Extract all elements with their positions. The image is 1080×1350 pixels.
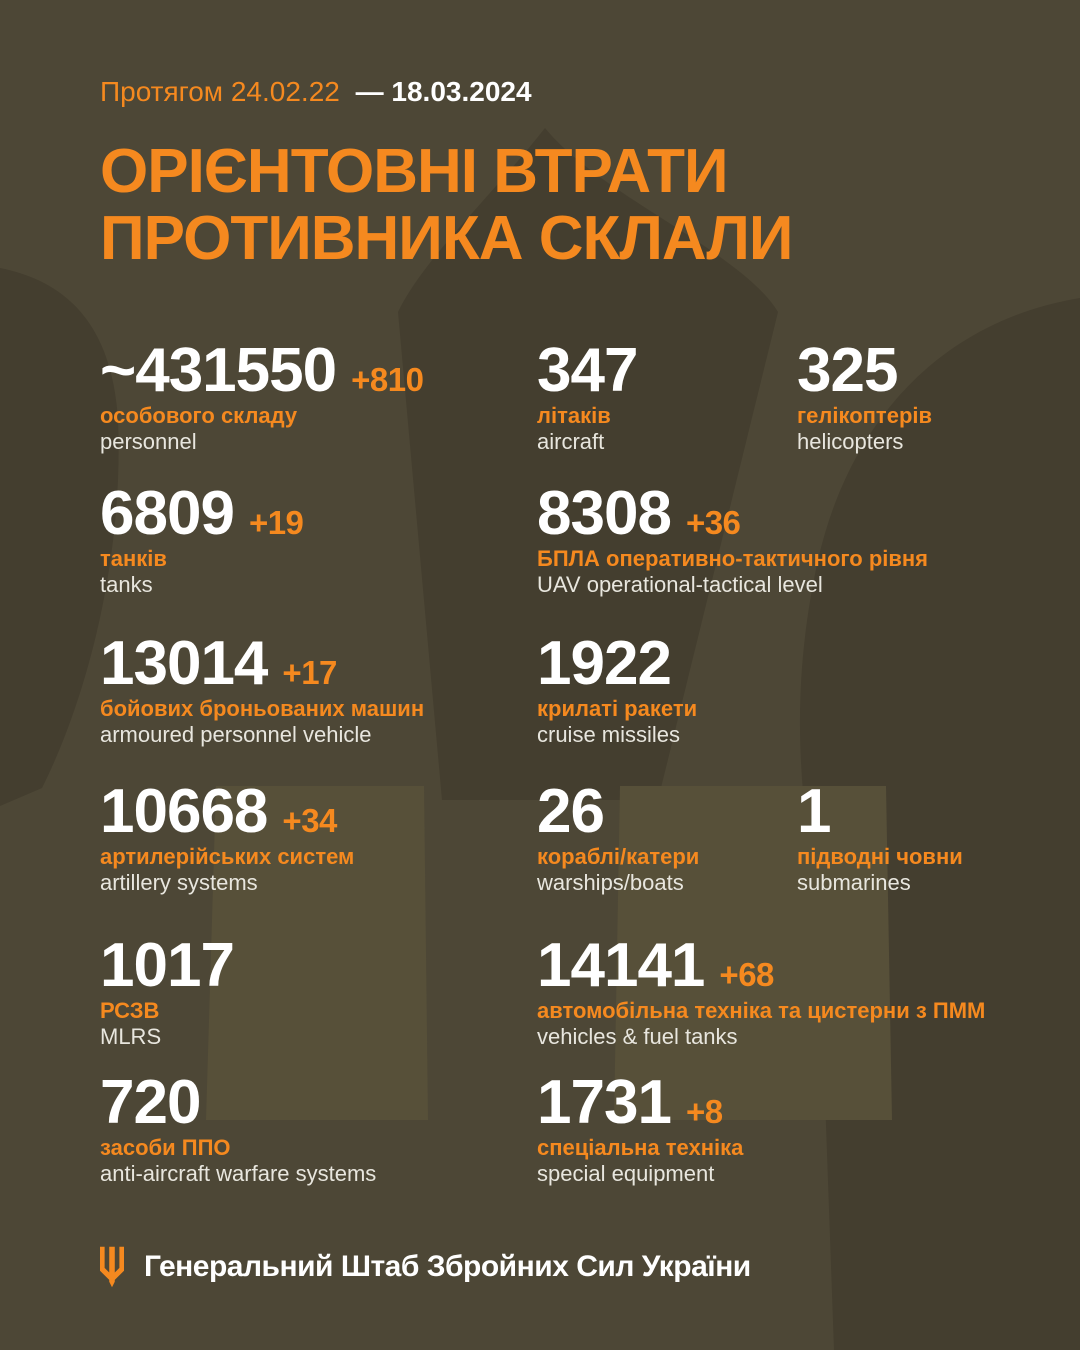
stat-daily-change: +810: [351, 361, 424, 398]
stat-value: 26: [537, 777, 605, 846]
stat-daily-change: +8: [685, 1093, 723, 1130]
stat-label-uk: гелікоптерів: [797, 403, 933, 428]
stat-value: 10668: [100, 777, 268, 846]
stat-number-row: 325: [797, 340, 932, 402]
stat-label-uk: танків: [100, 546, 167, 571]
stat-number-row: ~431550 +810: [100, 336, 424, 405]
stat-label-en: aircraft: [537, 429, 605, 454]
stat-value: 8308: [537, 479, 672, 548]
stat-daily-change: +36: [685, 504, 741, 541]
stat-label-en: vehicles & fuel tanks: [537, 1024, 738, 1049]
stat-value: 1: [797, 777, 831, 846]
stat-label-en: anti-aircraft warfare systems: [100, 1161, 377, 1186]
stat-value: 14141: [537, 931, 705, 1000]
stat-value: 325: [797, 336, 898, 405]
stat-label-en: UAV operational-tactical level: [537, 572, 823, 597]
stat-label-en: special equipment: [537, 1161, 715, 1186]
stat-label-uk: кораблі/катери: [537, 844, 700, 869]
stat-daily-change: +17: [282, 654, 337, 691]
stat-number-row: 26: [537, 781, 699, 843]
stat-value: 1731: [537, 1068, 672, 1137]
stat-number-row: 1922: [537, 633, 697, 695]
stat-item: 26 кораблі/катери warships/boats: [537, 781, 700, 896]
stat-label-en: cruise missiles: [537, 722, 681, 747]
stat-value: 347: [537, 336, 638, 405]
stat-daily-change: +19: [248, 504, 304, 541]
stat-label-uk: артилерійських систем: [100, 844, 355, 869]
stat-label-uk: особового складу: [100, 403, 298, 428]
stat-item: 325 гелікоптерів helicopters: [797, 340, 933, 455]
stat-label-en: personnel: [100, 429, 197, 454]
stat-number-row: 14141 +68: [537, 935, 985, 997]
stat-label-en: warships/boats: [537, 870, 684, 895]
stat-item: 13014 +17 бойових броньованих машин armoure…: [100, 633, 425, 748]
page-title: ОРІЄНТОВНІ ВТРАТИ ПРОТИВНИКА СКЛАЛИ: [100, 137, 793, 273]
trident-icon: [100, 1246, 124, 1288]
footer: Генеральний Штаб Збройних Сил України: [100, 1246, 751, 1288]
stat-label-uk: автомобільна техніка та цистерни з ПММ: [537, 998, 986, 1023]
stat-label-en: armoured personnel vehicle: [100, 722, 372, 747]
stat-value: ~431550: [100, 336, 337, 405]
stat-number-row: 10668 +34: [100, 781, 354, 843]
stat-label-uk: засоби ППО: [100, 1135, 231, 1160]
footer-org-name: Генеральний Штаб Збройних Сил України: [144, 1250, 751, 1283]
stat-label-uk: бойових броньованих машин: [100, 696, 425, 721]
stat-daily-change: +34: [282, 802, 337, 839]
stat-value: 13014: [100, 629, 268, 698]
stat-label-uk: РСЗВ: [100, 998, 160, 1023]
page-title-line1: ОРІЄНТОВНІ ВТРАТИ: [100, 137, 729, 206]
stat-label-en: submarines: [797, 870, 911, 895]
stat-number-row: 13014 +17: [100, 633, 424, 695]
stat-item: 8308 +36 БПЛА оперативно-тактичного рівня U…: [537, 483, 929, 598]
page-title-line2: ПРОТИВНИКА СКЛАЛИ: [100, 204, 793, 273]
stat-number-row: 1731 +8: [537, 1072, 743, 1134]
stat-label-uk: БПЛА оперативно-тактичного рівня: [537, 546, 929, 571]
stat-item: 720 засоби ППО anti-aircraft warfare syste…: [100, 1072, 377, 1187]
stat-item: 347 літаків aircraft: [537, 336, 638, 455]
stat-number-row: 1: [797, 781, 963, 843]
stat-daily-change: +68: [719, 956, 774, 993]
stat-number-row: 8308 +36: [537, 483, 928, 545]
stat-item: 14141 +68 автомобільна техніка та цистерни…: [537, 935, 986, 1050]
report-period-date: — 18.03.2024: [355, 76, 532, 107]
stat-item: 1922 крилаті ракети cruise missiles: [537, 633, 698, 748]
stat-number-row: 347: [537, 336, 638, 405]
stat-item: 1017 РСЗВ MLRS: [100, 931, 235, 1050]
stat-item: 10668 +34 артилерійських систем artillery s…: [100, 781, 355, 896]
stat-value: 1017: [100, 931, 235, 1000]
stat-number-row: 6809 +19: [100, 479, 304, 548]
stat-number-row: 720: [100, 1072, 376, 1134]
stat-item: 6809 +19 танків tanks: [100, 479, 304, 598]
stat-value: 6809: [100, 479, 235, 548]
stat-number-row: 1017: [100, 931, 235, 1000]
report-period-prefix: Протягом 24.02.22: [100, 76, 340, 107]
stat-label-uk: літаків: [537, 403, 611, 428]
report-period: Протягом 24.02.22 — 18.03.2024: [100, 77, 532, 107]
stat-label-uk: крилаті ракети: [537, 696, 698, 721]
stat-value: 1922: [537, 629, 672, 698]
stat-value: 720: [100, 1068, 201, 1137]
stat-label-en: helicopters: [797, 429, 904, 454]
stat-label-en: MLRS: [100, 1024, 162, 1049]
stat-label-uk: спеціальна техніка: [537, 1135, 744, 1160]
stat-label-uk: підводні човни: [797, 844, 963, 869]
stat-label-en: artillery systems: [100, 870, 258, 895]
stat-label-en: tanks: [100, 572, 153, 597]
stat-item: ~431550 +810 особового складу personnel: [100, 336, 424, 455]
stat-item: 1731 +8 спеціальна техніка special equipmen…: [537, 1072, 744, 1187]
stat-item: 1 підводні човни submarines: [797, 781, 963, 896]
